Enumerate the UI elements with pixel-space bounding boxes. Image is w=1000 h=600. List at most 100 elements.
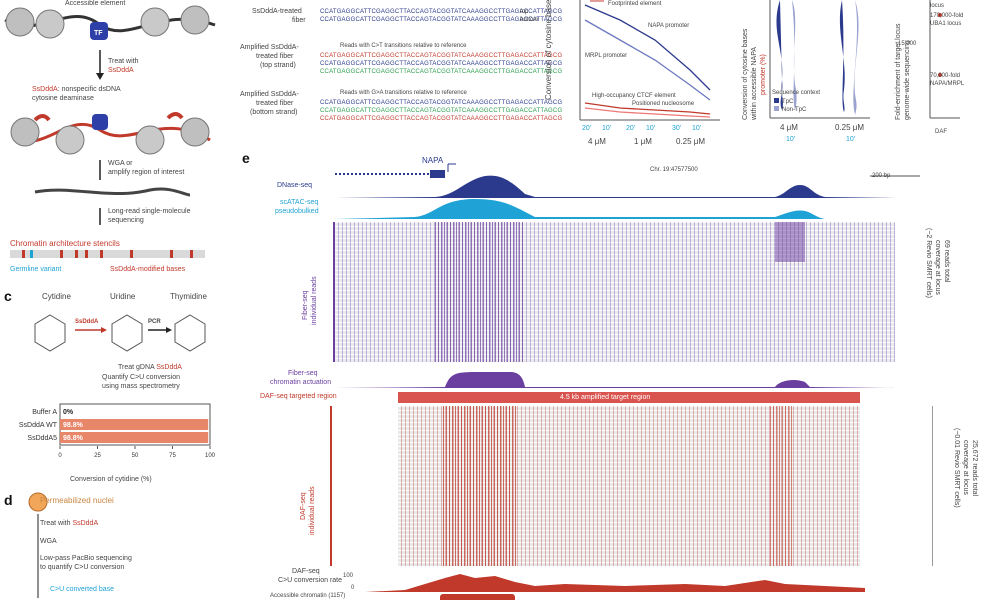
violin-ylabel-3: promoter (%) xyxy=(760,54,767,95)
enrich-ann2: 70,000-fold xyxy=(930,73,961,79)
seq-bottom: CCATGAGGCATTCGAGGCTTACCAGTACGGTATCAAAGGC… xyxy=(320,17,563,23)
fiber-right-label-2: coverage at locus xyxy=(934,240,941,295)
bar xyxy=(60,432,209,443)
x-tick-5: 10' xyxy=(692,125,702,132)
panel-letter-e: e xyxy=(242,150,250,166)
gene-label: NAPA xyxy=(422,156,444,165)
cytidine-label: Cytidine xyxy=(42,292,71,301)
conv-tick-bot: 0 xyxy=(351,585,355,591)
violin-conc-025: 0.25 μM xyxy=(835,123,865,132)
amp-top-label-2: treated fiber xyxy=(256,53,294,60)
amp-bot-label: Amplified SsDddA- xyxy=(240,91,299,98)
amplified-region-label: 4.5 kb amplified target region xyxy=(560,394,651,401)
bar xyxy=(60,419,209,430)
enrich-ann1-2: UBA1 locus xyxy=(930,21,962,27)
enrich-ylabel-2: genome-wide sequencing xyxy=(904,40,911,120)
accessible-region-bar xyxy=(440,594,515,600)
conv-label: DAF-seq xyxy=(292,568,320,575)
bottom-strand-label: bottom xyxy=(520,17,539,23)
line-chart-svg xyxy=(579,0,720,121)
conv-tick-top: 100 xyxy=(343,573,354,579)
bar-x-tick-label: 0 xyxy=(58,453,62,459)
d-lowpass-label-2: to quantify C>U conversion xyxy=(40,564,125,571)
violin-svg xyxy=(769,0,870,119)
wga-label-2: amplify region of interest xyxy=(108,169,185,176)
germline-label: Germline variant xyxy=(10,266,62,273)
d-treat-label: Treat with SsDddA xyxy=(40,520,99,527)
coords-label: Chr. 19:47577500 xyxy=(650,167,698,173)
ctcf-label: High-occupancy CTCF element xyxy=(592,93,676,99)
dnase-track xyxy=(335,175,895,198)
violin-legend-nontpc: Non-TpC xyxy=(782,107,807,113)
daf-right-bracket xyxy=(932,406,933,566)
uridine-label: Uridine xyxy=(110,292,136,301)
amp-bot-seq-1: CCATGAGGCATTCGAGGCTTACCAGTACGGTATCAAAGGC… xyxy=(320,100,563,106)
daf-right-label-3: (~0.01 Revio SMRT cells) xyxy=(953,428,960,508)
stencils-label: Chromatin architecture stencils xyxy=(10,239,120,248)
scatac-label: scATAC-seq xyxy=(280,199,319,206)
violin-ylabel-2: within accessible NAPA xyxy=(751,46,758,120)
bar-value-label: 0% xyxy=(63,409,74,416)
scatac-label-2: pseudobulked xyxy=(275,208,319,215)
seq-label-2: sequencing xyxy=(108,217,144,224)
violin-time-2: 10' xyxy=(846,136,856,143)
enrich-ylabel: Fold-enrichment of target locus xyxy=(895,23,902,121)
wga-label: WGA or xyxy=(108,160,133,167)
x-tick-0: 20' xyxy=(582,125,592,132)
violin-time-1: 10' xyxy=(786,136,796,143)
bar-category-label: Buffer A xyxy=(32,409,57,416)
daf-bracket xyxy=(330,406,332,566)
enrich-xlab: DAF xyxy=(935,129,947,135)
violin-ylabel: Conversion of cytosine bases xyxy=(742,28,749,120)
enzyme-description: SsDddA: nonspecific dsDNA xyxy=(32,86,121,93)
c-sddda-label: SsDddA xyxy=(75,319,99,325)
amp-bot-label-2: treated fiber xyxy=(256,100,294,107)
gene-track xyxy=(335,163,920,178)
access-label: Accessible chromatin (1157) xyxy=(270,593,346,599)
fiber-act-label: Fiber-seq xyxy=(288,370,318,377)
x-tick-4: 30' xyxy=(672,125,682,132)
bar-value-label: 98.8% xyxy=(63,435,84,442)
conversion-rate-track xyxy=(365,574,865,592)
conc-1: 1 μM xyxy=(634,137,652,146)
pcr-label: PCR xyxy=(148,319,161,325)
nucleosome-label: Positioned nucleosome xyxy=(632,101,695,107)
line-ylabel: Conversion of cytosine bases xyxy=(544,0,553,100)
violin-legend-title: Sequence context xyxy=(772,90,821,96)
footprinted-legend: Footprinted element xyxy=(608,1,662,7)
fiber-act-label-2: chromatin actuation xyxy=(270,379,332,386)
top-strand-label: top xyxy=(520,9,529,15)
bar-x-tick-label: 75 xyxy=(169,453,176,459)
fiber-bracket xyxy=(333,222,335,362)
nuclei-label: Permeabilized nuclei xyxy=(40,496,114,505)
x-tick-3: 10' xyxy=(646,125,656,132)
accessible-element-label: Accessible element xyxy=(65,0,126,7)
structure-diagram xyxy=(34,314,206,352)
conc-025: 0.25 μM xyxy=(676,137,706,146)
daf-reads-block xyxy=(398,406,860,566)
treat-gdna-label: Treat gDNA SsDddA xyxy=(118,364,182,371)
treated-fiber-label-2: fiber xyxy=(292,17,306,24)
reads-ct-label: Reads with C>T transitions relative to r… xyxy=(340,43,467,49)
bar-x-tick-label: 25 xyxy=(94,453,101,459)
amp-top-seq-2: CCATGAGGCATTCGAGGCTTACCAGTACGGTATCAAAGGC… xyxy=(320,61,563,67)
conv-label-2: C>U conversion rate xyxy=(278,577,343,584)
x-tick-1: 10' xyxy=(602,125,612,132)
seq-top: CCATGAGGCATTCGAGGCTTACCAGTACGGTATCAAAGGC… xyxy=(320,9,563,15)
fiber-label: Fiber-seq xyxy=(302,290,309,320)
panel-d-diagram xyxy=(28,492,48,598)
bar-x-tick-label: 100 xyxy=(205,453,216,459)
daf-label-2: individual reads xyxy=(309,486,316,535)
bar-value-label: 98.8% xyxy=(63,422,84,429)
conc-4: 4 μM xyxy=(588,137,606,146)
reads-ga-label: Reads with G>A transitions relative to r… xyxy=(340,90,467,96)
enrich-locus: locus xyxy=(930,3,945,9)
panel-letter-d: d xyxy=(4,492,13,508)
enrich-ann2-2: NAPA/MRPL xyxy=(930,81,965,87)
dnase-label: DNase-seq xyxy=(277,182,313,189)
amp-top-seq-3: CCATGAGGCATTCGAGGCTTACCAGTACGGTATCAAAGGC… xyxy=(320,69,563,75)
daf-target-label: DAF-seq targeted region xyxy=(260,393,337,400)
scale-label: 200 bp xyxy=(872,173,891,179)
quant-label: Quantify C>U conversion xyxy=(102,374,181,381)
enrichment-svg xyxy=(929,0,960,119)
